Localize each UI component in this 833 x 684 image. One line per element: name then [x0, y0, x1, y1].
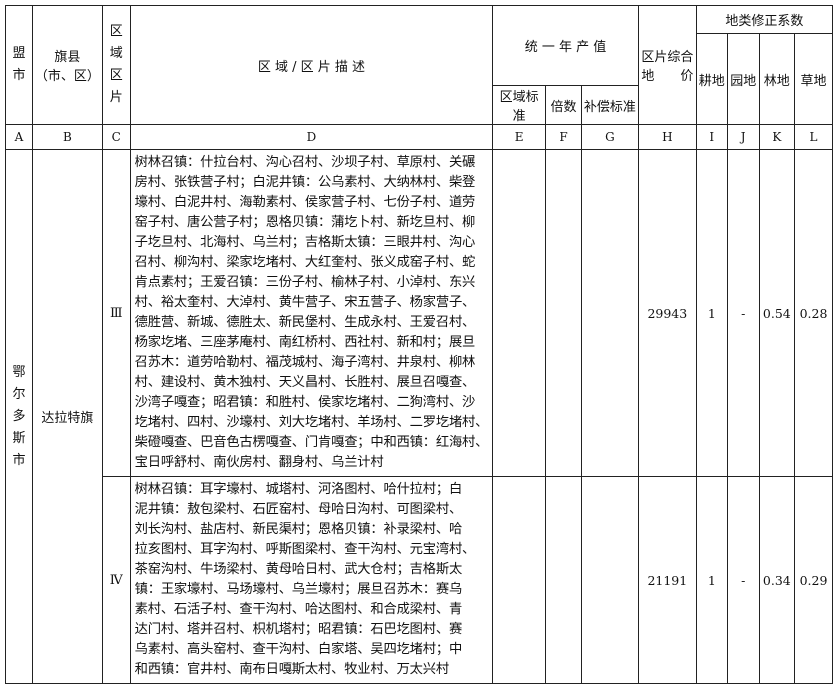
column-letter: J [726, 124, 760, 150]
header-correction-coefficient: 地类修正系数 [695, 5, 833, 34]
column-letter-row: A B C D E F G H I J K L [5, 124, 833, 150]
column-letter: I [695, 124, 728, 150]
description-line: 达门村、塔并召村、枳机塔村；昭君镇：石巴圪图村、赛 [134, 622, 463, 637]
description-line: 柴磴嘎查、巴音色古楞嘎查、门肯嘎查；中和西镇：红海村、 [134, 435, 489, 450]
garden-cell: - [726, 476, 760, 684]
header-multiple: 倍数 [545, 85, 582, 125]
header-annual-output: 统 一 年 产 值 [492, 5, 639, 86]
description-line: 和西镇：官井村、南布日嘎斯太村、牧业村、万太兴村 [134, 662, 450, 677]
column-letter: A [5, 124, 33, 150]
compensation-standard-cell [580, 149, 639, 477]
regional-standard-cell [492, 476, 547, 684]
description-line: 树林召镇：什拉台村、沟心召村、沙坝子村、草原村、关碾 [134, 155, 476, 170]
header-garden: 园地 [726, 33, 760, 125]
table-row: 鄂尔多斯市 达拉特旗 Ⅲ 树林召镇：什拉台村、沟心召村、沙坝子村、草原村、关碾房… [5, 149, 833, 684]
column-letter: B [31, 124, 103, 150]
header-regional-standard: 区域标准 [492, 85, 547, 125]
description-line: 召村、柳沟村、梁家圪堵村、大红奎村、张义成窑子村、蛇 [134, 255, 476, 270]
cultivated-cell: 1 [695, 149, 728, 477]
header-cultivated: 耕地 [695, 33, 728, 125]
multiple-cell [545, 476, 582, 684]
description-line: 肯点素村；王爱召镇：三份子村、榆林子村、小淖村、东兴 [134, 275, 476, 290]
header-zone: 区域区片 [101, 5, 131, 125]
grass-cell: 0.28 [794, 149, 833, 477]
forest-cell: 0.54 [758, 149, 796, 477]
land-price-table: 盟市 旗县 （市、区） 区域区片 区 域 / 区 片 描 述 统 一 年 产 值 … [5, 5, 833, 684]
multiple-cell [545, 149, 582, 477]
grass-cell: 0.29 [794, 476, 833, 684]
column-letter: H [637, 124, 697, 150]
zone-price-cell: 21191 [637, 476, 697, 684]
compensation-standard-cell [580, 476, 639, 684]
column-letter: F [545, 124, 582, 150]
description-line: 镇：王家壕村、马场壕村、乌兰壕村；展旦召苏木：赛乌 [134, 582, 463, 597]
header-league-city: 盟市 [5, 5, 33, 125]
zone-cell: Ⅳ [101, 476, 131, 684]
description-line: 村、建设村、黄木独村、天义昌村、长胜村、展旦召嘎查、 [134, 375, 476, 390]
description-line: 窑子村、唐公营子村；恩格贝镇：蒲圪卜村、新圪旦村、柳 [134, 215, 476, 230]
column-letter: D [129, 124, 494, 150]
column-letter: G [580, 124, 639, 150]
description-line: 拉亥图村、耳字沟村、呼斯图梁村、查干沟村、元宝湾村、 [134, 542, 476, 557]
city-cell: 鄂尔多斯市 [5, 149, 33, 684]
header-grass: 草地 [794, 33, 833, 125]
description-line: 沙湾子嘎查；昭君镇：和胜村、侯家圪堵村、二狗湾村、沙 [134, 395, 476, 410]
description-line: 素村、石活子村、查干沟村、哈达图村、和合成梁村、青 [134, 602, 463, 617]
regional-standard-cell [492, 149, 547, 477]
header-description: 区 域 / 区 片 描 述 [129, 5, 494, 125]
description-line: 茶窑沟村、牛场梁村、黄母哈日村、武大仓村；吉格斯太 [134, 562, 463, 577]
description-line: 宝日呼舒村、南伙房村、翻身村、乌兰计村 [134, 455, 384, 470]
description-line: 子圪旦村、北海村、乌兰村；吉格斯太镇：三眼井村、沟心 [134, 235, 476, 250]
column-letter: K [758, 124, 796, 150]
description-line: 杨家圪堵、三座茅庵村、南红桥村、西社村、新和村；展旦 [134, 335, 476, 350]
column-letter: E [492, 124, 547, 150]
column-letter: C [101, 124, 131, 150]
county-cell: 达拉特旗 [31, 149, 103, 684]
header-forest: 林地 [758, 33, 796, 125]
cultivated-cell: 1 [695, 476, 728, 684]
header-zone-price: 区片综合地 价 [637, 5, 697, 125]
description-line: 德胜营、新城、德胜太、新民堡村、生成永村、王爱召村、 [134, 315, 476, 330]
description-line: 召苏木：道劳哈勒村、福茂城村、海子湾村、井泉村、柳林 [134, 355, 476, 370]
description-line: 圪堵村、四村、沙壕村、刘大圪堵村、羊场村、二罗圪堵村、 [134, 415, 489, 430]
header-compensation-standard: 补偿标准 [580, 85, 639, 125]
description-line: 泥井镇：敖包梁村、石匠窑村、母哈日沟村、可图梁村、 [134, 502, 463, 517]
table-row: Ⅳ 树林召镇：耳字壕村、城塔村、河洛图村、哈什拉村；白 泥井镇：敖包梁村、石匠窑村… [6, 476, 833, 684]
forest-cell: 0.34 [758, 476, 796, 684]
description-cell: 树林召镇：耳字壕村、城塔村、河洛图村、哈什拉村；白 泥井镇：敖包梁村、石匠窑村、母… [129, 476, 494, 684]
column-letter: L [794, 124, 833, 150]
description-line: 乌素村、高头窑村、查干沟村、白家塔、吴四圪堵村；中 [134, 642, 463, 657]
description-line: 树林召镇：耳字壕村、城塔村、河洛图村、哈什拉村；白 [134, 482, 463, 497]
description-line: 村、裕太奎村、大淖村、黄牛营子、宋五营子、杨家营子、 [134, 295, 476, 310]
description-line: 房村、张铁营子村；白泥井镇：公乌素村、大纳林村、柴登 [134, 175, 476, 190]
description-line: 壕村、白泥井村、海勒素村、侯家营子村、七份子村、道劳 [134, 195, 476, 210]
zone-price-cell: 29943 [637, 149, 697, 477]
garden-cell: - [726, 149, 760, 477]
zone-cell: Ⅲ [101, 149, 131, 477]
header-county: 旗县 （市、区） [31, 5, 103, 125]
description-cell: 树林召镇：什拉台村、沟心召村、沙坝子村、草原村、关碾 房村、张铁营子村；白泥井镇：… [129, 149, 494, 477]
description-line: 刘长沟村、盐店村、新民渠村；恩格贝镇：补录梁村、哈 [134, 522, 463, 537]
